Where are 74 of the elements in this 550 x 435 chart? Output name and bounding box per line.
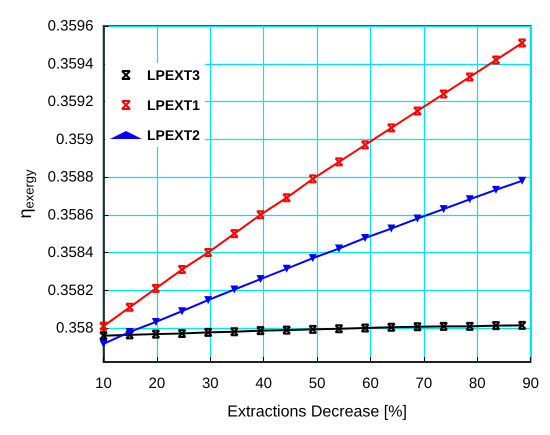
point [125, 302, 134, 312]
point [518, 38, 527, 48]
point [230, 286, 238, 294]
point [491, 55, 500, 64]
y-tick-label: 0.3584 [48, 244, 94, 262]
point [492, 186, 500, 194]
point [334, 157, 344, 166]
point [360, 324, 370, 333]
point [308, 174, 318, 184]
point [230, 229, 239, 238]
point [151, 284, 160, 293]
point [518, 176, 526, 185]
x-tick-label: 10 [95, 375, 112, 392]
x-tick-label: 80 [468, 375, 486, 392]
x-tick-label: 20 [148, 375, 166, 392]
point [387, 224, 396, 233]
x-tick-label: 90 [522, 375, 539, 392]
point [100, 340, 108, 348]
y-tick-label: 0.3596 [48, 18, 94, 34]
point [256, 275, 264, 284]
y-tick-label: 0.3592 [48, 93, 94, 110]
y-tick-label: 0.358 [56, 320, 94, 337]
point [99, 331, 108, 340]
y-tick-label: 0.3586 [48, 206, 94, 224]
point [334, 324, 344, 334]
point [177, 265, 186, 274]
point [178, 307, 186, 316]
point [177, 328, 186, 338]
point [412, 106, 422, 116]
point [334, 244, 343, 253]
point [152, 318, 160, 326]
point [518, 320, 527, 330]
x-tick-label: 70 [416, 375, 432, 392]
point [308, 324, 318, 334]
point [204, 296, 212, 304]
x-axis-title: Extractions Decrease [%] [227, 404, 407, 420]
x-tick-label: 30 [202, 375, 219, 392]
point [256, 210, 265, 220]
point [413, 214, 422, 223]
x-tick-label: 60 [362, 375, 379, 392]
point [439, 89, 448, 98]
legend-label: LPEXT1 [147, 97, 200, 113]
point [386, 123, 396, 132]
point [465, 72, 474, 82]
point [386, 322, 396, 332]
y-tick-label: 0.3594 [48, 55, 94, 72]
x-tick-label: 40 [255, 375, 272, 392]
legend-label: LPEXT3 [147, 67, 200, 83]
point [282, 193, 292, 202]
y-tick-label: 0.3582 [48, 282, 94, 299]
point [204, 248, 213, 258]
point [412, 322, 422, 332]
point [99, 322, 108, 331]
point [125, 330, 134, 340]
point [282, 264, 291, 273]
point [308, 254, 317, 262]
y-tick-label: 0.359 [56, 130, 94, 148]
point [491, 321, 500, 330]
point [151, 330, 160, 339]
legend-label: LPEXT2 [147, 127, 200, 143]
y-axis-title: ηexergy [15, 168, 36, 219]
point [465, 322, 474, 331]
point [466, 195, 474, 204]
point [204, 328, 213, 337]
point [440, 205, 448, 214]
point [230, 327, 239, 336]
point [439, 322, 448, 331]
point [282, 326, 292, 335]
point [256, 326, 265, 336]
point [126, 328, 134, 336]
x-tick-label: 50 [308, 375, 326, 392]
point [360, 140, 370, 150]
point [361, 234, 370, 242]
y-tick-label: 0.3588 [48, 168, 94, 186]
